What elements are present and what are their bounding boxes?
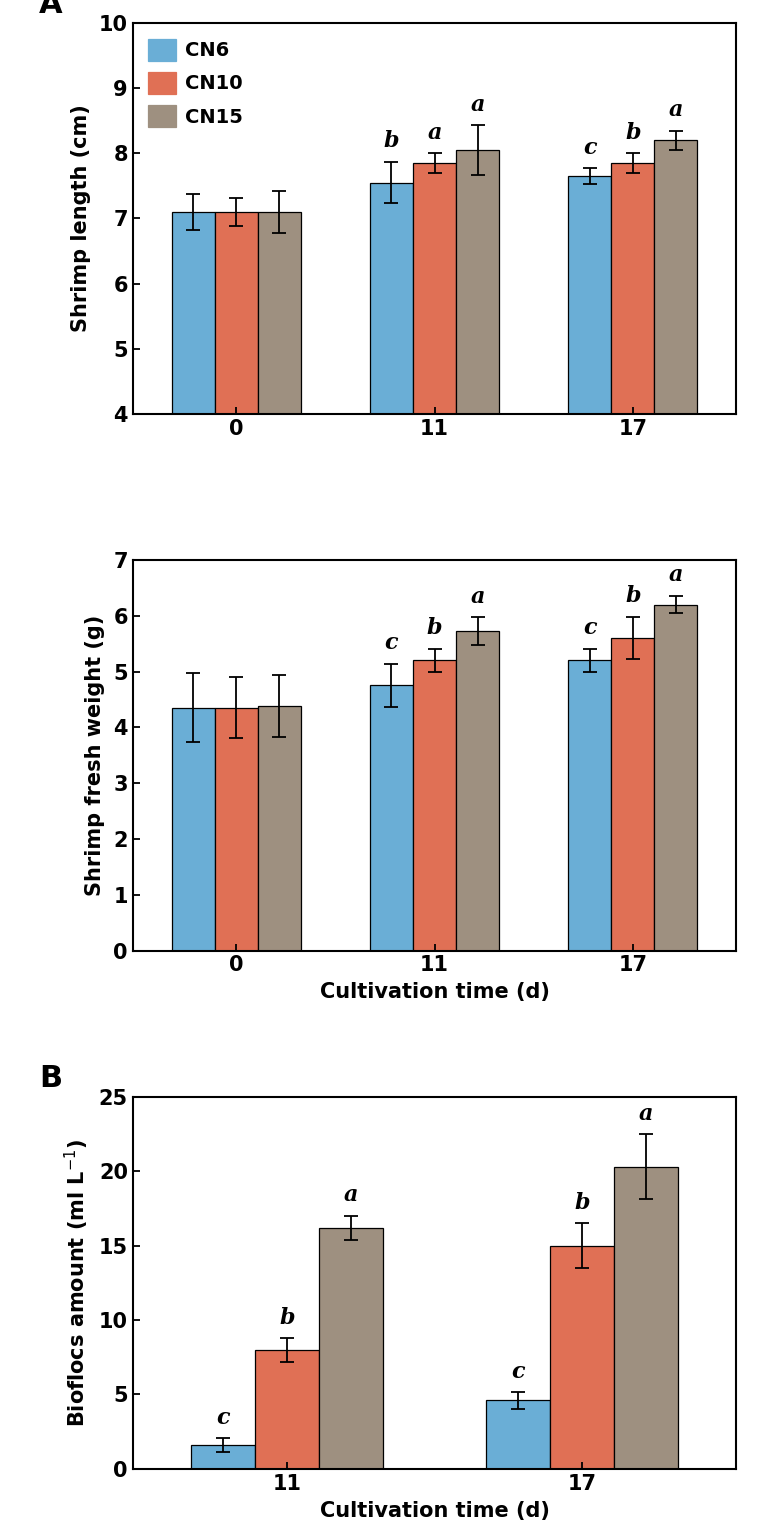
Text: B: B bbox=[39, 1064, 62, 1094]
Bar bbox=[215, 212, 258, 674]
Bar bbox=[550, 1246, 614, 1469]
Bar bbox=[215, 707, 258, 950]
Legend: CN6, CN10, CN15: CN6, CN10, CN15 bbox=[143, 32, 249, 134]
Bar bbox=[413, 660, 456, 950]
Bar bbox=[654, 604, 698, 950]
Text: b: b bbox=[625, 122, 641, 143]
Text: a: a bbox=[344, 1184, 358, 1206]
X-axis label: Cultivation time (d): Cultivation time (d) bbox=[320, 1501, 550, 1521]
Text: b: b bbox=[279, 1306, 294, 1329]
Y-axis label: Shrimp length (cm): Shrimp length (cm) bbox=[71, 105, 90, 332]
Text: c: c bbox=[583, 137, 597, 158]
Y-axis label: Bioflocs amount (ml L$^{-1}$): Bioflocs amount (ml L$^{-1}$) bbox=[62, 1138, 90, 1427]
X-axis label: Cultivation time (d): Cultivation time (d) bbox=[320, 983, 550, 1003]
Text: c: c bbox=[216, 1407, 229, 1429]
Bar bbox=[486, 1400, 550, 1469]
Text: a: a bbox=[471, 94, 485, 115]
Bar bbox=[258, 706, 301, 950]
Bar bbox=[456, 631, 499, 950]
Text: b: b bbox=[384, 131, 399, 152]
Text: b: b bbox=[625, 584, 641, 608]
Text: c: c bbox=[385, 632, 398, 655]
Bar bbox=[654, 140, 698, 674]
Bar bbox=[172, 212, 215, 674]
Text: a: a bbox=[669, 98, 683, 122]
Text: a: a bbox=[427, 122, 442, 143]
Text: a: a bbox=[471, 586, 485, 608]
Bar bbox=[568, 175, 611, 674]
Text: a: a bbox=[639, 1103, 653, 1124]
Bar bbox=[614, 1167, 679, 1469]
Text: a: a bbox=[669, 564, 683, 586]
Bar bbox=[611, 163, 654, 674]
Bar bbox=[258, 212, 301, 674]
Y-axis label: Shrimp fresh weight (g): Shrimp fresh weight (g) bbox=[85, 615, 105, 895]
Bar bbox=[611, 638, 654, 950]
Text: A: A bbox=[39, 0, 63, 18]
Text: b: b bbox=[427, 617, 442, 640]
Bar bbox=[370, 183, 413, 674]
Bar bbox=[456, 151, 499, 674]
Bar bbox=[319, 1227, 383, 1469]
Bar bbox=[172, 707, 215, 950]
Bar bbox=[413, 163, 456, 674]
Bar bbox=[191, 1446, 255, 1469]
Bar bbox=[370, 686, 413, 950]
Bar bbox=[255, 1350, 319, 1469]
Text: b: b bbox=[575, 1192, 590, 1213]
Bar bbox=[568, 660, 611, 950]
Text: c: c bbox=[512, 1361, 524, 1383]
Text: c: c bbox=[583, 617, 597, 640]
